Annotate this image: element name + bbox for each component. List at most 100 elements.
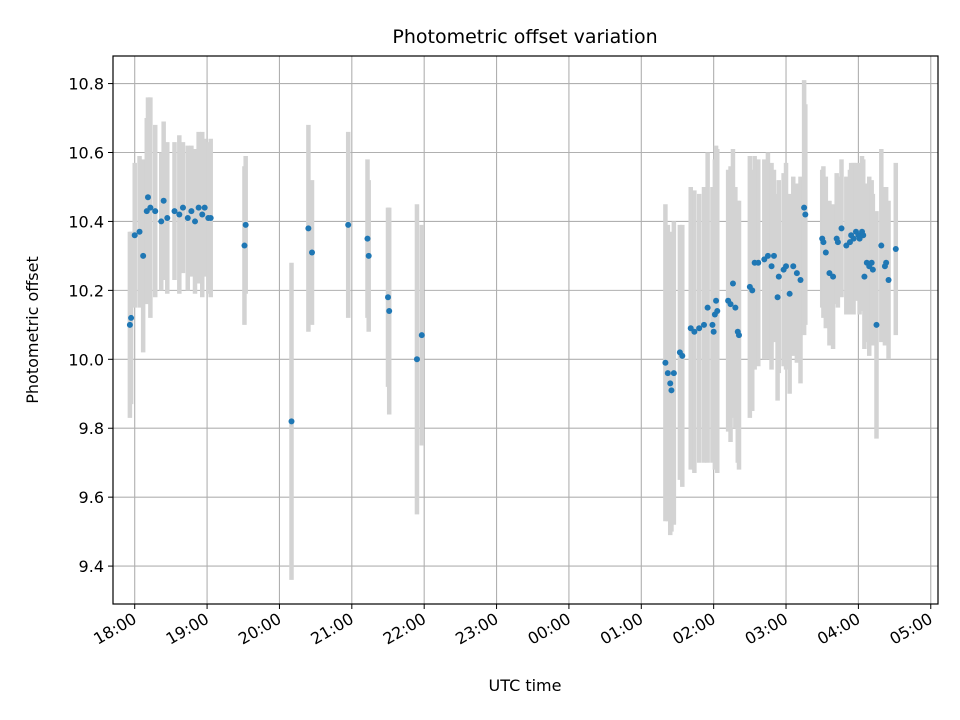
data-point bbox=[195, 204, 202, 211]
y-tick-label: 10.4 bbox=[68, 212, 104, 231]
data-point bbox=[662, 359, 669, 366]
data-point bbox=[140, 252, 147, 259]
x-tick-label: 00:00 bbox=[524, 609, 573, 649]
data-point bbox=[873, 321, 880, 328]
data-point bbox=[714, 308, 721, 315]
data-point bbox=[878, 242, 885, 249]
data-point bbox=[668, 387, 675, 394]
x-tick-label: 04:00 bbox=[814, 609, 863, 649]
data-point bbox=[770, 252, 777, 259]
data-point bbox=[830, 273, 837, 280]
data-point bbox=[413, 356, 420, 363]
data-point bbox=[126, 321, 133, 328]
y-tick-label: 10.6 bbox=[68, 144, 104, 163]
data-point bbox=[704, 304, 711, 311]
data-point bbox=[158, 218, 165, 225]
data-point bbox=[160, 197, 167, 204]
data-point bbox=[418, 332, 425, 339]
data-point bbox=[241, 242, 248, 249]
data-point bbox=[802, 211, 809, 218]
error-bars bbox=[127, 80, 899, 580]
data-point bbox=[749, 287, 756, 294]
data-point bbox=[136, 228, 143, 235]
y-tick-label: 10.2 bbox=[68, 281, 104, 300]
y-tick-label: 10.0 bbox=[68, 350, 104, 369]
y-tick-label: 9.8 bbox=[79, 419, 104, 438]
x-tick-label: 05:00 bbox=[886, 609, 935, 649]
data-point bbox=[176, 211, 183, 218]
x-tick-label: 21:00 bbox=[307, 609, 356, 649]
data-point bbox=[820, 239, 827, 246]
data-point bbox=[755, 259, 762, 266]
data-point bbox=[713, 297, 720, 304]
data-points bbox=[126, 194, 899, 425]
x-tick-label: 18:00 bbox=[90, 609, 139, 649]
data-point bbox=[242, 221, 249, 228]
data-point bbox=[709, 321, 716, 328]
data-point bbox=[861, 273, 868, 280]
data-point bbox=[764, 252, 771, 259]
data-point bbox=[774, 294, 781, 301]
y-tick-label: 9.4 bbox=[79, 557, 104, 576]
data-point bbox=[309, 249, 316, 256]
x-tick-label: 20:00 bbox=[235, 609, 284, 649]
data-point bbox=[834, 239, 841, 246]
x-tick-label: 23:00 bbox=[452, 609, 501, 649]
data-point bbox=[171, 208, 178, 215]
data-point bbox=[305, 225, 312, 232]
data-point bbox=[128, 314, 135, 321]
chart-title: Photometric offset variation bbox=[392, 26, 657, 48]
data-point bbox=[727, 301, 734, 308]
data-point bbox=[797, 277, 804, 284]
data-point bbox=[850, 235, 857, 242]
y-axis-ticks: 9.4 9.6 9.8 10.0 10.2 10.4 10.6 10.8 bbox=[68, 75, 113, 576]
data-point bbox=[869, 266, 876, 273]
data-point bbox=[710, 328, 717, 335]
data-point bbox=[365, 252, 372, 259]
data-point bbox=[201, 204, 208, 211]
x-tick-label: 22:00 bbox=[380, 609, 429, 649]
data-point bbox=[822, 249, 829, 256]
data-point bbox=[147, 204, 154, 211]
data-point bbox=[192, 218, 199, 225]
plot-frame bbox=[112, 55, 939, 605]
data-point bbox=[164, 214, 171, 221]
y-axis-label: Photometric offset bbox=[23, 256, 42, 404]
data-point bbox=[131, 232, 138, 239]
data-point bbox=[667, 380, 674, 387]
data-point bbox=[288, 418, 295, 425]
data-point bbox=[783, 263, 790, 270]
y-tick-label: 10.8 bbox=[68, 75, 104, 94]
data-point bbox=[701, 321, 708, 328]
data-point bbox=[793, 270, 800, 277]
data-point bbox=[386, 308, 393, 315]
data-point bbox=[207, 214, 214, 221]
x-tick-label: 01:00 bbox=[597, 609, 646, 649]
data-point bbox=[696, 325, 703, 332]
data-point bbox=[670, 370, 677, 377]
data-point bbox=[679, 352, 686, 359]
x-tick-label: 19:00 bbox=[163, 609, 212, 649]
data-point bbox=[364, 235, 371, 242]
data-point bbox=[729, 280, 736, 287]
data-point bbox=[838, 225, 845, 232]
data-point bbox=[188, 208, 195, 215]
data-point bbox=[179, 204, 186, 211]
x-tick-label: 02:00 bbox=[669, 609, 718, 649]
data-point bbox=[883, 259, 890, 266]
data-point bbox=[775, 273, 782, 280]
grid-lines bbox=[113, 56, 938, 604]
data-point bbox=[790, 263, 797, 270]
data-point bbox=[199, 211, 206, 218]
data-point bbox=[885, 277, 892, 284]
data-point bbox=[801, 204, 808, 211]
data-point bbox=[735, 332, 742, 339]
y-tick-label: 9.6 bbox=[79, 488, 104, 507]
data-point bbox=[691, 328, 698, 335]
data-point bbox=[664, 370, 671, 377]
data-point bbox=[152, 208, 159, 215]
data-point bbox=[768, 263, 775, 270]
data-point bbox=[892, 246, 899, 253]
x-axis-label: UTC time bbox=[489, 676, 562, 695]
